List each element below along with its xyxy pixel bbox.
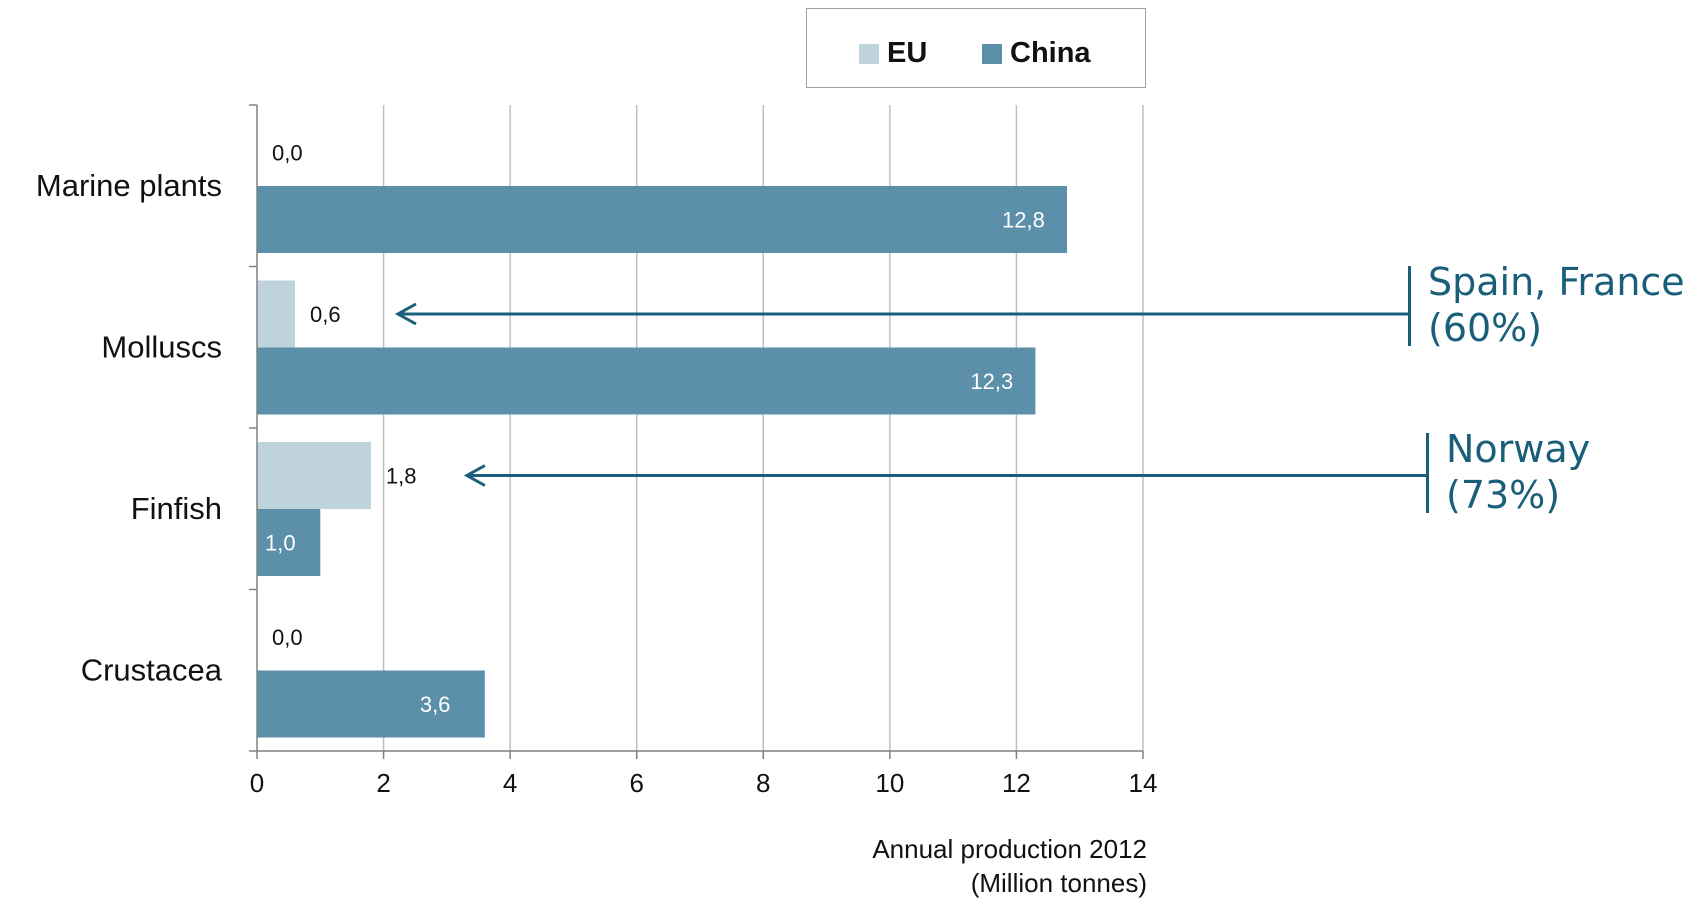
legend-label-eu: EU [887,37,928,69]
bar-eu [257,280,295,348]
x-tick-label: 10 [875,768,904,798]
data-label-eu: 0,6 [310,302,341,327]
legend-item-china: China [982,37,1091,70]
x-axis-title: Annual production 2012 (Million tonnes) [872,832,1147,900]
bar-china [257,670,485,738]
x-tick-label: 4 [503,768,517,798]
x-tick-label: 8 [756,768,770,798]
data-label-china: 12,3 [970,369,1013,394]
data-label-china: 3,6 [420,692,451,717]
category-label: Marine plants [36,168,222,203]
annotation-bracket-finfish [1426,433,1429,513]
x-tick-label: 0 [250,768,264,798]
category-label: Finfish [131,491,222,526]
data-label-eu: 1,8 [386,464,417,489]
annotation-molluscs: Spain, France (60%) [1428,259,1685,351]
bar-china [257,509,321,576]
x-tick-label: 2 [376,768,390,798]
data-label-china: 1,0 [265,531,296,556]
legend-swatch-eu [859,43,879,64]
annotation-finfish: Norway (73%) [1446,426,1590,518]
legend-label-china: China [1010,37,1091,69]
annotation-arrow-head [394,302,417,326]
data-labels: 0,0 12,8 0,6 12,3 1,8 1,0 0,0 3,6 [265,141,1045,718]
bars [257,186,1068,738]
annotation-molluscs-line2: (60%) [1428,306,1543,350]
data-label-eu: 0,0 [272,141,303,166]
data-label-eu: 0,0 [272,625,303,650]
bar-eu [257,442,371,509]
category-label: Molluscs [101,329,222,364]
bar-china [257,186,1068,253]
x-tick-label: 14 [1129,768,1158,798]
category-label: Crustacea [81,652,223,687]
data-label-china: 12,8 [1002,208,1045,233]
annotation-molluscs-line1: Spain, France [1428,260,1685,304]
annotation-finfish-line2: (73%) [1446,473,1561,517]
x-axis-title-line2: (Million tonnes) [970,868,1147,898]
x-tick-label: 12 [1002,768,1031,798]
bar-china [257,347,1036,415]
annotation-bracket-molluscs [1408,266,1411,346]
annotation-arrow-head [463,464,486,487]
x-axis-title-line1: Annual production 2012 [872,834,1147,864]
axes: 0 2 4 6 8 10 12 14 Marine plants Molluscs Finfish C… [36,104,1158,798]
x-tick-label: 6 [629,768,643,798]
annotation-arrows [394,302,1426,487]
legend-item-eu: EU [859,37,927,70]
annotation-finfish-line1: Norway [1446,427,1591,471]
legend: EU China [806,8,1146,88]
legend-swatch-china [982,43,1002,64]
